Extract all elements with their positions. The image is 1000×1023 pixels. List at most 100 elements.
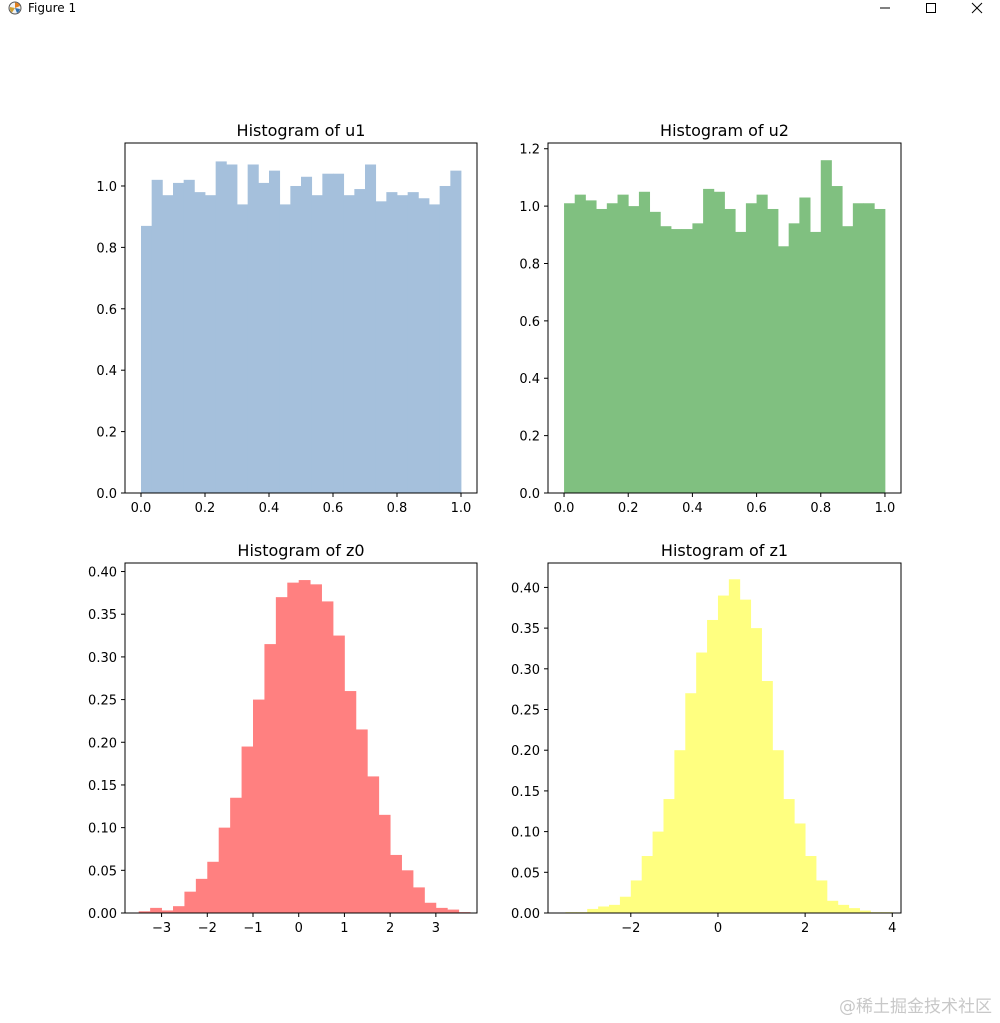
histogram-bar [397,195,409,493]
y-tick-label: 0.0 [96,487,117,502]
histogram-bar [628,206,640,494]
x-tick-label: 0.0 [554,501,575,516]
y-tick-label: 0.40 [88,566,117,581]
close-button[interactable] [954,0,1000,16]
y-tick-label: 0.20 [511,744,540,759]
histogram-bar [772,750,784,913]
histogram-bar [253,699,265,913]
histogram-bar [237,204,249,493]
histogram-bar [707,619,719,913]
axes-frame [124,562,478,914]
histogram-bar [564,203,576,493]
histogram-bar [310,584,322,913]
axes-frame [547,142,902,494]
x-tick-label: 0.2 [618,501,639,516]
chart-title: Histogram of z1 [661,541,788,560]
x-tick-label: 0 [295,921,303,936]
histogram-bar [333,635,345,913]
histogram-bar [205,195,217,493]
histogram-bar [874,208,886,494]
y-tick-label: 0.4 [519,372,540,387]
histogram-bar [671,229,683,493]
y-tick-label: 0.2 [519,430,540,445]
histogram-bar [735,231,747,493]
histogram-bar [788,223,800,493]
histogram-bar [863,203,875,493]
histogram-bar [606,203,618,493]
histogram-bar [649,211,661,493]
histogram-bar [401,870,414,913]
histogram-bar [378,814,391,913]
minimize-button[interactable] [862,0,908,16]
histogram-bar [241,746,254,913]
histogram-bar [413,887,425,913]
histogram-bar [609,904,621,913]
figure-canvas: 0.0 0.2 0.4 0.6 0.8 1.0 0.0 0.2 0.4 0.6 0.8 1.0 Hist… [88,121,902,936]
histogram-bar [151,179,163,493]
chart-title: Histogram of u1 [237,121,366,140]
histogram-bar [450,170,462,493]
histogram-bar [598,906,610,913]
histogram-bar [322,173,334,493]
y-tick-label: 0.2 [96,426,117,441]
x-tick-label: 2 [386,921,394,936]
histogram-bar [173,182,185,493]
histogram-bar [767,208,779,494]
maximize-button[interactable] [908,0,954,16]
histogram-bar [386,192,398,493]
y-tick-label: 0.10 [88,822,117,837]
histogram-bar [390,854,402,913]
histogram-bar [290,185,302,494]
x-tick-label: 0.6 [746,501,767,516]
minimize-icon [880,7,890,9]
x-tick-label: −2 [198,921,217,936]
histogram-bar [703,188,715,493]
histogram-bar [230,797,242,913]
histogram-bar [287,582,300,913]
y-tick-label: 0.35 [88,608,117,623]
x-tick-label: 0.4 [682,501,703,516]
histogram-bar [207,861,220,913]
watermark: @稀土掘金技术社区 [839,997,992,1017]
histogram-bar [343,195,355,493]
histogram-bar [756,194,768,493]
histogram-bar [826,900,839,913]
y-tick-label: 0.8 [519,257,540,272]
histogram-bar [311,195,323,493]
histogram-bar [810,231,822,493]
histogram-bar [596,208,608,494]
histogram-bar [794,823,806,913]
histogram-bar [298,580,311,913]
maximize-icon [926,3,936,13]
y-tick-label: 0.30 [511,663,540,678]
histogram-bar [842,226,854,493]
histogram-bar [183,179,195,493]
histogram-bar [226,164,238,494]
histogram-bar [761,681,773,913]
y-tick-label: 0.4 [96,364,117,379]
histogram-bar [447,909,460,913]
histogram-bar [585,200,597,493]
y-tick-label: 0.00 [88,907,117,922]
histogram-bar [574,194,586,493]
histogram-bar [724,208,736,494]
histogram-bar [739,599,752,913]
matplotlib-app-icon [8,1,22,15]
y-tick-label: 0.25 [88,694,117,709]
histogram-bar [652,831,664,913]
histogram-bar [215,161,227,494]
y-tick-label: 0.00 [511,907,540,922]
histogram-bar [638,191,651,493]
x-tick-label: 1 [340,921,348,936]
histogram-bar [848,908,860,913]
histogram-bar [750,628,762,913]
histogram-bar [367,776,380,913]
y-tick-label: 0.40 [511,581,540,596]
y-tick-label: 0.20 [88,736,117,751]
histogram-bar [138,911,151,913]
chart-title: Histogram of u2 [660,121,789,140]
histogram-bar [218,827,231,913]
y-tick-label: 0.30 [88,651,117,666]
y-tick-label: 0.35 [511,622,540,637]
histogram-bar [435,907,448,913]
